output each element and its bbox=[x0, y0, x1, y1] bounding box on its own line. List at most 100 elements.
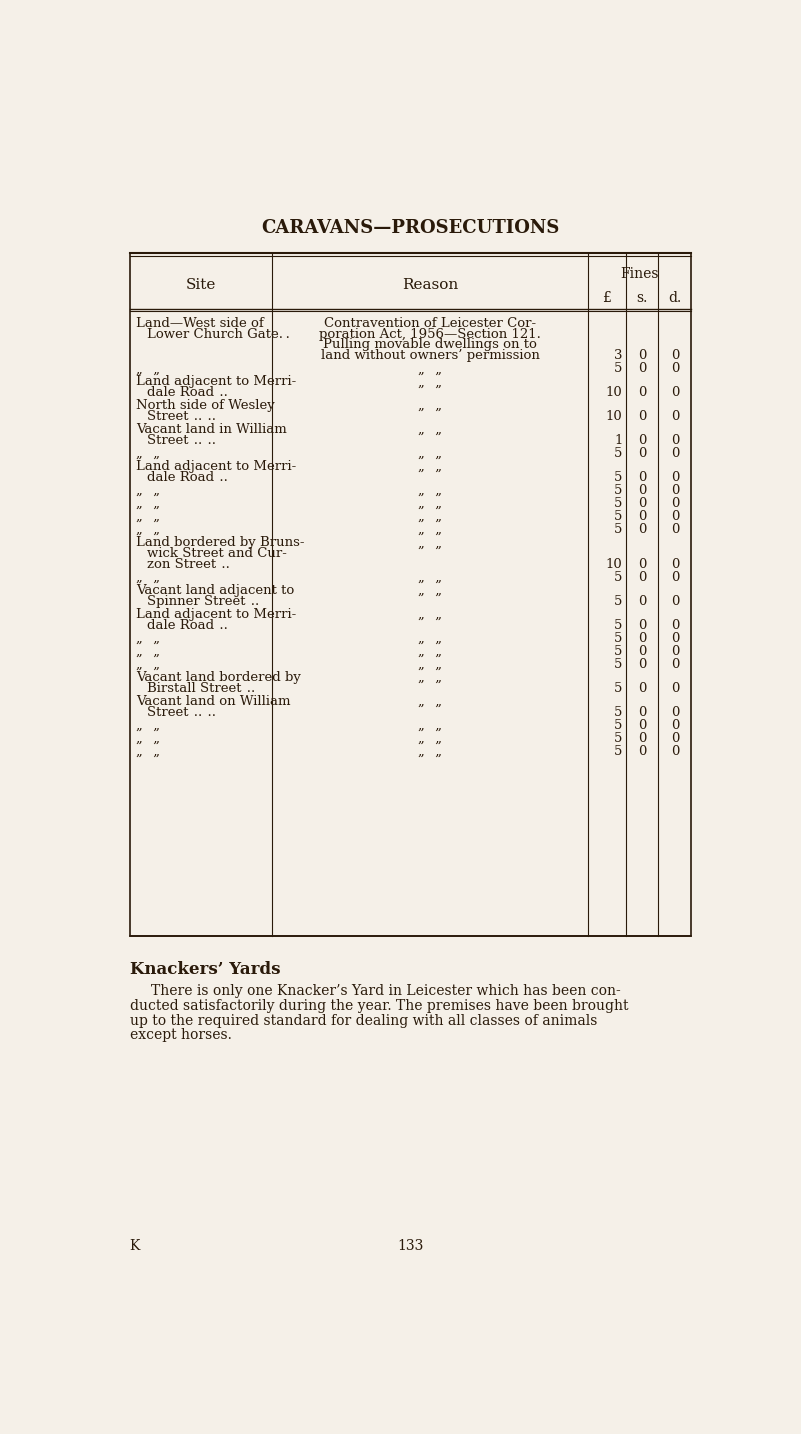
Text: 0: 0 bbox=[671, 435, 679, 447]
Text: 0: 0 bbox=[638, 595, 646, 608]
Text: Vacant land adjacent to: Vacant land adjacent to bbox=[136, 584, 294, 597]
Text: 10: 10 bbox=[606, 558, 622, 571]
Text: dale Road  ..: dale Road .. bbox=[147, 618, 227, 632]
Text: 0: 0 bbox=[671, 511, 679, 523]
Text: Spinner Street  ..: Spinner Street .. bbox=[147, 595, 259, 608]
Text: 5: 5 bbox=[614, 511, 622, 523]
Text: 0: 0 bbox=[638, 470, 646, 483]
Text: 5: 5 bbox=[614, 571, 622, 584]
Text: dale Road  ..: dale Road .. bbox=[147, 470, 227, 483]
Text: 5: 5 bbox=[614, 470, 622, 483]
Text: „    „: „ „ bbox=[136, 744, 159, 759]
Text: CARAVANS—PROSECUTIONS: CARAVANS—PROSECUTIONS bbox=[262, 218, 560, 237]
Text: zon Street  ..: zon Street .. bbox=[147, 558, 230, 571]
Text: „    „: „ „ bbox=[418, 447, 442, 460]
Text: 0: 0 bbox=[638, 658, 646, 671]
Text: „    „: „ „ bbox=[418, 363, 442, 376]
Text: 0: 0 bbox=[671, 618, 679, 632]
Text: £: £ bbox=[602, 291, 611, 304]
Text: 0: 0 bbox=[638, 363, 646, 376]
Text: K: K bbox=[130, 1239, 140, 1253]
Text: 0: 0 bbox=[671, 410, 679, 423]
Text: 0: 0 bbox=[671, 483, 679, 498]
Text: Pulling movable dwellings on to: Pulling movable dwellings on to bbox=[324, 338, 537, 351]
Text: 5: 5 bbox=[614, 706, 622, 718]
Text: „    „: „ „ bbox=[136, 363, 159, 376]
Text: Land adjacent to Merri-: Land adjacent to Merri- bbox=[136, 376, 296, 389]
Text: 5: 5 bbox=[614, 645, 622, 658]
Text: „    „: „ „ bbox=[418, 523, 442, 536]
Text: 0: 0 bbox=[671, 632, 679, 645]
Text: 0: 0 bbox=[638, 744, 646, 759]
Text: 0: 0 bbox=[671, 744, 679, 759]
Text: 0: 0 bbox=[638, 681, 646, 695]
Text: There is only one Knacker’s Yard in Leicester which has been con-: There is only one Knacker’s Yard in Leic… bbox=[151, 984, 621, 998]
Text: Street  ..  ..: Street .. .. bbox=[147, 435, 215, 447]
Text: 0: 0 bbox=[638, 511, 646, 523]
Text: Street  ..  ..: Street .. .. bbox=[147, 706, 215, 718]
Text: 0: 0 bbox=[671, 731, 679, 744]
Text: 5: 5 bbox=[614, 618, 622, 632]
Bar bbox=[130, 252, 691, 936]
Text: 0: 0 bbox=[671, 645, 679, 658]
Text: Site: Site bbox=[186, 278, 216, 293]
Text: 5: 5 bbox=[614, 718, 622, 731]
Text: 0: 0 bbox=[638, 483, 646, 498]
Text: 0: 0 bbox=[638, 645, 646, 658]
Text: „    „: „ „ bbox=[136, 645, 159, 658]
Text: Land adjacent to Merri-: Land adjacent to Merri- bbox=[136, 608, 296, 621]
Text: 0: 0 bbox=[671, 523, 679, 536]
Text: 0: 0 bbox=[638, 447, 646, 460]
Text: 0: 0 bbox=[638, 435, 646, 447]
Text: 3: 3 bbox=[614, 350, 622, 363]
Text: „    „: „ „ bbox=[418, 376, 442, 389]
Text: „    „: „ „ bbox=[136, 731, 159, 744]
Text: Land—West side of: Land—West side of bbox=[136, 317, 264, 330]
Text: „    „: „ „ bbox=[418, 423, 442, 436]
Text: dale Road  ..: dale Road .. bbox=[147, 386, 227, 399]
Text: Lower Church Gate. .: Lower Church Gate. . bbox=[147, 327, 289, 341]
Text: 5: 5 bbox=[614, 658, 622, 671]
Text: 0: 0 bbox=[671, 658, 679, 671]
Text: 0: 0 bbox=[638, 410, 646, 423]
Text: Vacant land on William: Vacant land on William bbox=[136, 695, 290, 708]
Text: „    „: „ „ bbox=[418, 584, 442, 597]
Text: 0: 0 bbox=[671, 350, 679, 363]
Text: Knackers’ Yards: Knackers’ Yards bbox=[130, 961, 280, 978]
Text: 0: 0 bbox=[671, 386, 679, 399]
Text: „    „: „ „ bbox=[418, 536, 442, 549]
Text: „    „: „ „ bbox=[136, 571, 159, 584]
Text: wick Street and Cur-: wick Street and Cur- bbox=[147, 546, 287, 561]
Text: Reason: Reason bbox=[402, 278, 458, 293]
Text: 0: 0 bbox=[638, 386, 646, 399]
Text: „    „: „ „ bbox=[136, 523, 159, 536]
Text: 0: 0 bbox=[671, 363, 679, 376]
Text: 5: 5 bbox=[614, 483, 622, 498]
Text: „    „: „ „ bbox=[136, 658, 159, 671]
Text: 0: 0 bbox=[638, 558, 646, 571]
Text: 0: 0 bbox=[638, 718, 646, 731]
Text: 10: 10 bbox=[606, 410, 622, 423]
Text: North side of Wesley: North side of Wesley bbox=[136, 399, 275, 412]
Text: 5: 5 bbox=[614, 447, 622, 460]
Text: „    „: „ „ bbox=[136, 718, 159, 731]
Text: „    „: „ „ bbox=[136, 483, 159, 498]
Text: 0: 0 bbox=[638, 731, 646, 744]
Text: 5: 5 bbox=[614, 363, 622, 376]
Text: d.: d. bbox=[669, 291, 682, 304]
Text: „    „: „ „ bbox=[418, 744, 442, 759]
Text: „    „: „ „ bbox=[418, 671, 442, 684]
Text: „    „: „ „ bbox=[418, 695, 442, 708]
Text: 10: 10 bbox=[606, 386, 622, 399]
Text: „    „: „ „ bbox=[418, 718, 442, 731]
Text: except horses.: except horses. bbox=[130, 1028, 231, 1043]
Text: 5: 5 bbox=[614, 632, 622, 645]
Text: „    „: „ „ bbox=[418, 460, 442, 473]
Text: up to the required standard for dealing with all classes of animals: up to the required standard for dealing … bbox=[130, 1014, 597, 1028]
Text: 5: 5 bbox=[614, 681, 622, 695]
Text: 5: 5 bbox=[614, 523, 622, 536]
Text: „    „: „ „ bbox=[418, 498, 442, 511]
Text: 5: 5 bbox=[614, 595, 622, 608]
Text: 0: 0 bbox=[671, 718, 679, 731]
Text: 0: 0 bbox=[638, 571, 646, 584]
